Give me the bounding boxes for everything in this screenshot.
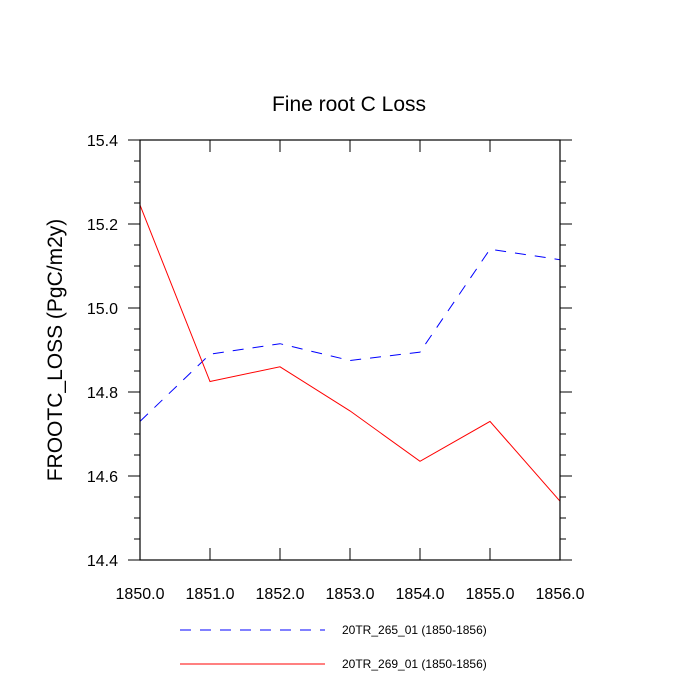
x-tick-label: 1854.0 [396,586,445,603]
y-tick-label: 14.4 [87,553,118,570]
y-tick-label: 15.2 [87,217,118,234]
plot-frame [139,139,561,561]
y-tick-label: 14.6 [87,469,118,486]
y-tick-label: 15.0 [87,301,118,318]
y-tick-label: 14.8 [87,385,118,402]
x-tick-label: 1851.0 [186,586,235,603]
legend-label: 20TR_265_01 (1850-1856) [342,623,487,637]
axis-ticks [128,139,572,561]
legend-label: 20TR_269_01 (1850-1856) [342,657,487,671]
y-tick-labels: 14.4 14.6 14.8 15.0 15.2 15.4 [87,133,118,570]
y-axis-label: FROOTC_LOSS (PgC/m2y) [44,219,67,482]
x-tick-label: 1853.0 [326,586,375,603]
y-tick-label: 15.4 [87,133,118,150]
series-line-1 [139,248,561,422]
series-lines [139,204,561,502]
series-line-2 [139,204,561,502]
legend: 20TR_265_01 (1850-1856) 20TR_269_01 (1850… [180,623,487,671]
chart-title: Fine root C Loss [272,93,426,116]
x-tick-label: 1850.0 [116,586,165,603]
x-tick-label: 1856.0 [536,586,585,603]
x-tick-label: 1855.0 [466,586,515,603]
x-tick-labels: 1850.0 1851.0 1852.0 1853.0 1854.0 1855.0 1856… [116,586,585,603]
x-tick-label: 1852.0 [256,586,305,603]
